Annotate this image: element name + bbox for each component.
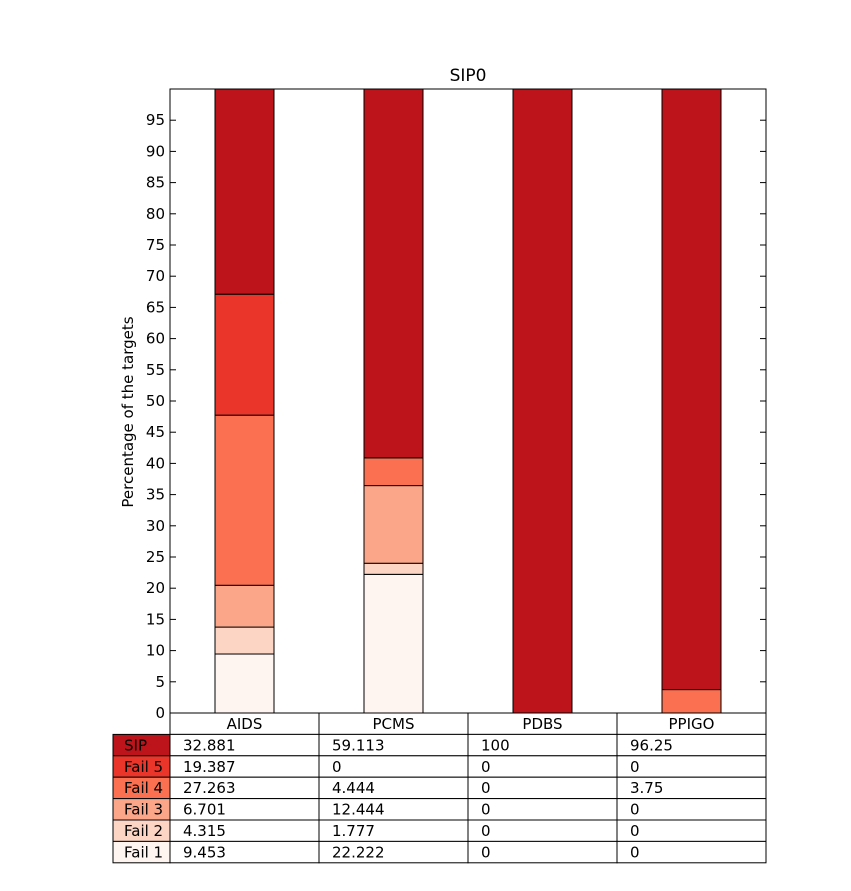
legend-label: Fail 2 <box>124 822 163 840</box>
bar-sip-ppigo <box>661 88 722 691</box>
bar-fail-4-ppigo <box>661 689 722 714</box>
bar-sip-pdbs <box>512 88 573 714</box>
y-axis-label: Percentage of the targets <box>119 316 137 507</box>
x-tick-label: PCMS <box>373 715 415 733</box>
y-tick-label: 45 <box>146 423 165 441</box>
y-tick-label: 40 <box>146 454 165 472</box>
data-label: 12.444 <box>332 801 385 819</box>
bar-segments <box>214 88 722 714</box>
y-tick-label: 90 <box>146 142 165 160</box>
data-label: 6.701 <box>183 801 226 819</box>
data-label: 0 <box>481 843 491 861</box>
bar-fail-3-aids <box>214 584 275 628</box>
table-cell <box>616 840 767 864</box>
data-label: 0 <box>481 801 491 819</box>
y-tick-label: 80 <box>146 205 165 223</box>
data-label: 0 <box>481 779 491 797</box>
data-label: 22.222 <box>332 843 385 861</box>
y-tick-label: 5 <box>155 673 165 691</box>
y-tick-label: 0 <box>155 704 165 722</box>
y-tick-label: 55 <box>146 361 165 379</box>
data-label: 59.113 <box>332 736 385 754</box>
bar-fail-1-pcms <box>363 573 424 714</box>
bar-fail-4-aids <box>214 414 275 586</box>
y-tick-label: 15 <box>146 610 165 628</box>
legend-label: Fail 5 <box>124 758 163 776</box>
x-tick-label: PDBS <box>522 715 562 733</box>
legend-label: SIP <box>124 736 147 754</box>
data-label: 0 <box>630 801 640 819</box>
bar-sip-pcms <box>363 88 424 459</box>
bar-fail-2-pcms <box>363 562 424 575</box>
y-tick-label: 50 <box>146 392 165 410</box>
y-tick-label: 70 <box>146 267 165 285</box>
y-axis-ticks: 0 5 10 15 20 25 30 35 40 45 50 55 60 65 70 75 80 85 90 95 <box>146 111 766 722</box>
y-tick-label: 85 <box>146 174 165 192</box>
y-tick-label: 20 <box>146 579 165 597</box>
legend-label: Fail 4 <box>124 779 163 797</box>
data-label: 9.453 <box>183 843 226 861</box>
bar-fail-4-pcms <box>363 457 424 487</box>
bar-fail-5-aids <box>214 293 275 416</box>
y-tick-label: 75 <box>146 236 165 254</box>
bar-sip-aids <box>214 88 275 295</box>
bar-fail-1-aids <box>214 653 275 714</box>
y-tick-label: 35 <box>146 486 165 504</box>
y-tick-label: 95 <box>146 111 165 129</box>
data-label: 3.75 <box>630 779 663 797</box>
data-label: 100 <box>481 736 510 754</box>
data-label: 0 <box>481 822 491 840</box>
data-table: AIDS PCMS PDBS PPIGO SIP 32.881 59.113 100 96.25… <box>112 712 767 864</box>
y-tick-label: 30 <box>146 517 165 535</box>
chart-title: SIP0 <box>450 66 487 86</box>
data-label: 0 <box>630 843 640 861</box>
x-tick-label: AIDS <box>227 715 263 733</box>
data-label: 32.881 <box>183 736 236 754</box>
bar-fail-3-pcms <box>363 485 424 564</box>
data-label: 0 <box>332 758 342 776</box>
data-label: 19.387 <box>183 758 236 776</box>
y-tick-label: 25 <box>146 548 165 566</box>
data-label: 4.444 <box>332 779 375 797</box>
data-label: 96.25 <box>630 736 673 754</box>
data-label: 0 <box>481 758 491 776</box>
data-label: 0 <box>630 758 640 776</box>
y-tick-label: 65 <box>146 298 165 316</box>
data-label: 4.315 <box>183 822 226 840</box>
x-tick-label: PPIGO <box>669 715 715 733</box>
legend-label: Fail 3 <box>124 801 163 819</box>
legend-label: Fail 1 <box>124 843 163 861</box>
data-label: 27.263 <box>183 779 236 797</box>
data-label: 1.777 <box>332 822 375 840</box>
bar-fail-2-aids <box>214 626 275 655</box>
y-tick-label: 10 <box>146 642 165 660</box>
data-label: 0 <box>630 822 640 840</box>
y-tick-label: 60 <box>146 330 165 348</box>
